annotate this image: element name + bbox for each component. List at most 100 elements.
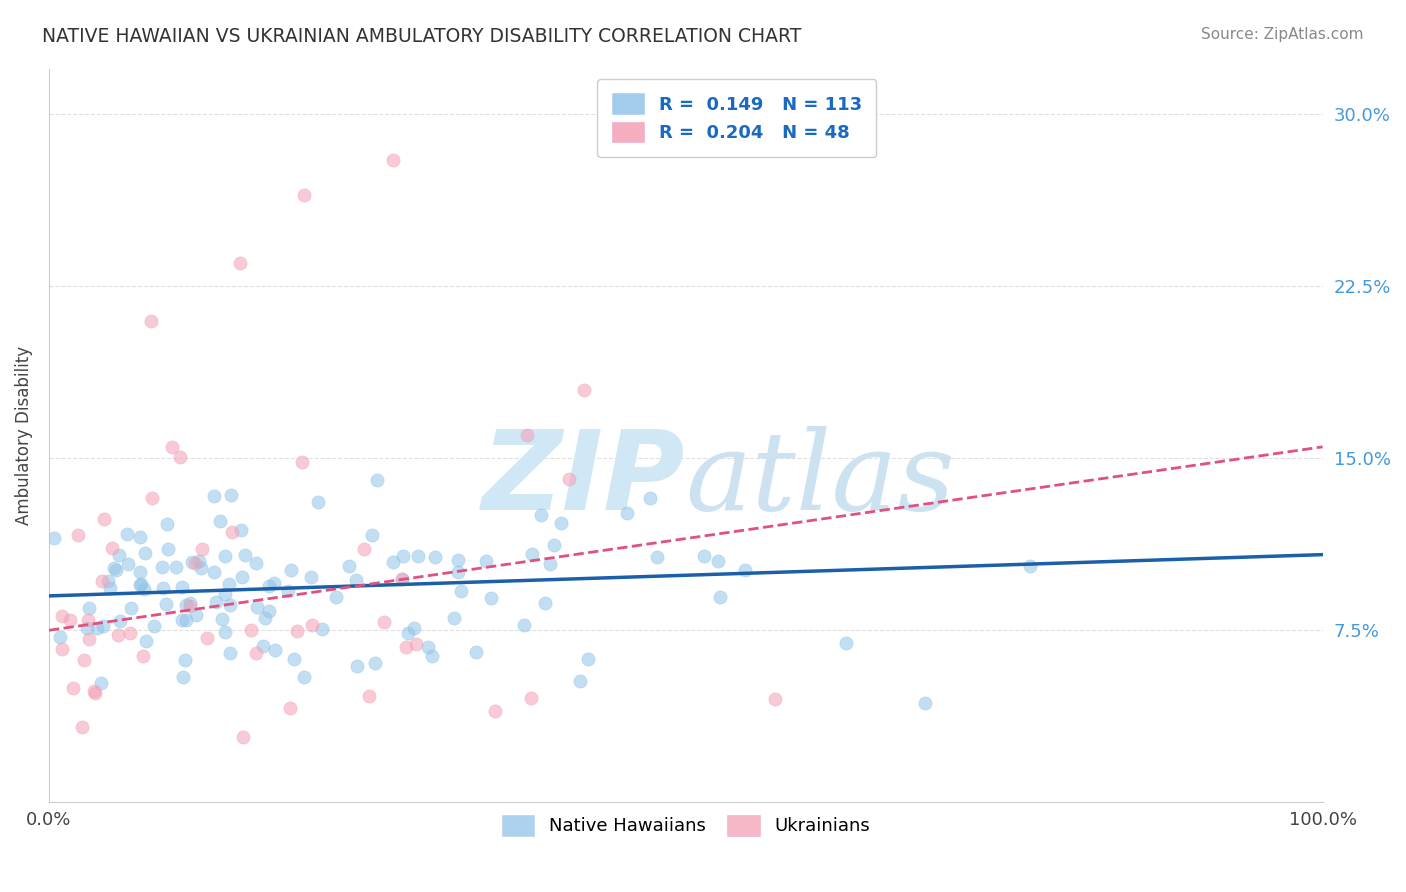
Point [184,607,207,622]
Point [59,613,82,627]
Point [576,652,599,666]
Point [246,600,269,615]
Point [231,570,253,584]
Point [62,681,84,695]
Point [115,527,138,541]
Point [616,507,638,521]
Point [465,645,488,659]
Point [299,570,322,584]
Point [278,701,301,715]
Point [190,561,212,575]
Point [257,604,280,618]
Point [128,565,150,579]
Point [353,541,375,556]
Point [734,563,756,577]
Point [420,649,443,664]
Point [93,512,115,526]
Text: ZIP: ZIP [482,425,686,533]
Point [204,594,226,608]
Point [103,560,125,574]
Point [572,383,595,397]
Point [86,621,108,635]
Point [280,563,302,577]
Point [337,559,360,574]
Point [558,472,581,486]
Point [90,574,112,589]
Point [382,555,405,569]
Point [152,582,174,596]
Point [209,514,232,528]
Point [520,690,543,705]
Point [117,558,139,572]
Point [423,550,446,565]
Point [179,599,201,613]
Point [709,590,731,604]
Point [229,523,252,537]
Point [134,582,156,596]
Point [346,659,368,673]
Point [156,516,179,531]
Point [179,596,201,610]
Point [229,256,252,270]
Point [204,565,226,579]
Point [914,696,936,710]
Point [568,673,591,688]
Text: atlas: atlas [686,425,955,533]
Point [188,554,211,568]
Point [232,730,254,744]
Point [763,692,786,706]
Point [395,640,418,654]
Point [325,590,347,604]
Point [172,670,194,684]
Point [277,583,299,598]
Text: NATIVE HAWAIIAN VS UKRAINIAN AMBULATORY DISABILITY CORRELATION CHART: NATIVE HAWAIIAN VS UKRAINIAN AMBULATORY … [42,27,801,45]
Point [214,587,236,601]
Point [214,624,236,639]
Point [1019,558,1042,573]
Point [150,560,173,574]
Point [202,489,225,503]
Point [645,549,668,564]
Point [287,624,309,638]
Point [134,546,156,560]
Point [543,538,565,552]
Legend: Native Hawaiians, Ukrainians: Native Hawaiians, Ukrainians [492,805,879,845]
Point [360,528,382,542]
Point [120,601,142,615]
Point [344,573,367,587]
Point [516,427,538,442]
Point [105,563,128,577]
Point [169,450,191,465]
Point [107,627,129,641]
Point [118,625,141,640]
Point [404,621,426,635]
Point [263,576,285,591]
Point [530,508,553,523]
Point [447,553,470,567]
Point [219,646,242,660]
Point [221,524,243,539]
Point [155,598,177,612]
Point [51,641,73,656]
Point [132,648,155,663]
Point [406,549,429,564]
Point [835,635,858,649]
Point [550,516,572,531]
Point [392,549,415,563]
Point [135,634,157,648]
Point [363,656,385,670]
Point [83,684,105,698]
Point [640,491,662,505]
Point [76,621,98,635]
Text: Source: ZipAtlas.com: Source: ZipAtlas.com [1201,27,1364,42]
Point [70,720,93,734]
Point [51,608,73,623]
Point [184,556,207,570]
Point [707,553,730,567]
Point [283,652,305,666]
Point [79,632,101,646]
Point [173,653,195,667]
Point [91,618,114,632]
Point [211,612,233,626]
Point [139,314,162,328]
